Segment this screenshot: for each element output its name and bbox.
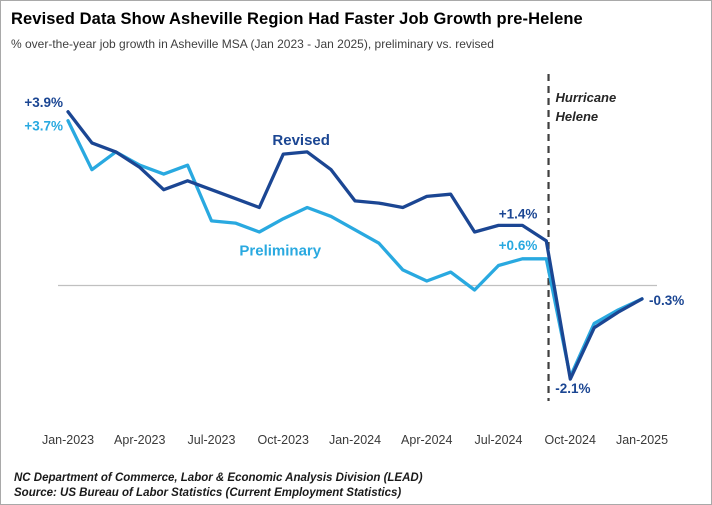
event-label-line2: Helene — [556, 109, 599, 124]
event-label-line1: Hurricane — [556, 90, 617, 105]
x-tick-label: Oct-2024 — [545, 433, 596, 447]
page-title: Revised Data Show Asheville Region Had F… — [11, 10, 583, 28]
x-tick-label: Apr-2024 — [401, 433, 452, 447]
source-credits: NC Department of Commerce, Labor & Econo… — [14, 471, 423, 501]
series-line-preliminary — [66, 119, 644, 379]
x-tick-label: Oct-2023 — [258, 433, 309, 447]
annotation-preliminary: Preliminary — [239, 243, 321, 260]
x-tick-label: Jan-2023 — [42, 433, 94, 447]
x-tick-label: Apr-2023 — [114, 433, 165, 447]
annotation-+3.7%: +3.7% — [24, 119, 63, 134]
series-line-revised — [66, 110, 644, 381]
x-tick-label: Jan-2025 — [616, 433, 668, 447]
x-tick-label: Jul-2023 — [188, 433, 236, 447]
annotation-+1.4%: +1.4% — [499, 206, 538, 221]
annotation-+0.6%: +0.6% — [499, 238, 538, 253]
credit-line-source: Source: US Bureau of Labor Statistics (C… — [14, 487, 402, 499]
credit-line-agency: NC Department of Commerce, Labor & Econo… — [14, 472, 423, 484]
x-tick-label: Jul-2024 — [475, 433, 523, 447]
annotation--2.1%: -2.1% — [555, 381, 590, 396]
annotation--0.3%: -0.3% — [649, 293, 684, 308]
annotation-+3.9%: +3.9% — [24, 95, 63, 110]
page-subtitle: % over-the-year job growth in Asheville … — [11, 37, 494, 51]
annotation-revised: Revised — [272, 132, 330, 149]
x-tick-label: Jan-2024 — [329, 433, 381, 447]
